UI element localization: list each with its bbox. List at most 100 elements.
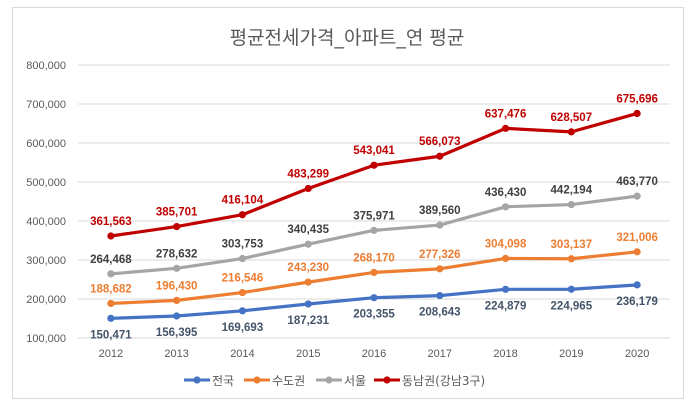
x-tick-label: 2014 xyxy=(230,348,254,360)
data-point xyxy=(238,288,247,297)
data-label: 278,632 xyxy=(156,248,198,260)
data-label: 566,073 xyxy=(419,136,461,148)
data-point xyxy=(107,270,115,278)
y-tick-label: 500,000 xyxy=(26,177,66,189)
data-label: 264,468 xyxy=(90,254,132,266)
y-tick-label: 100,000 xyxy=(26,333,66,345)
y-tick-label: 400,000 xyxy=(26,216,66,228)
data-label: 361,563 xyxy=(90,216,132,228)
data-point xyxy=(370,226,378,234)
data-label: 483,299 xyxy=(287,169,329,181)
legend-marker-icon xyxy=(325,376,333,384)
data-label: 303,137 xyxy=(551,239,593,251)
data-point xyxy=(238,211,247,219)
legend-item: 동남권(강남3구) xyxy=(374,374,485,388)
data-label: 389,560 xyxy=(419,205,461,217)
data-label: 150,471 xyxy=(90,329,132,341)
data-point xyxy=(304,300,312,308)
x-tick-label: 2012 xyxy=(99,348,123,360)
y-tick-label: 300,000 xyxy=(26,255,66,267)
data-label: 675,696 xyxy=(616,93,658,105)
data-label: 375,971 xyxy=(353,210,395,222)
data-label: 628,507 xyxy=(551,112,593,124)
legend-label: 수도권 xyxy=(272,374,305,388)
data-point xyxy=(436,152,444,160)
x-tick-label: 2015 xyxy=(296,348,320,360)
data-point xyxy=(633,281,641,289)
x-tick-label: 2020 xyxy=(625,348,649,360)
data-label: 637,476 xyxy=(485,108,527,120)
data-label: 188,682 xyxy=(90,283,132,295)
data-label: 236,179 xyxy=(616,296,658,308)
data-point xyxy=(436,292,444,300)
data-point xyxy=(501,285,510,293)
legend: 전국 수도권 서울 동남권(강남3구) xyxy=(184,374,485,388)
data-point xyxy=(436,265,444,273)
data-point xyxy=(107,232,115,240)
y-tick-label: 800,000 xyxy=(26,60,66,72)
legend-item: 전국 xyxy=(184,374,234,388)
data-label: 187,231 xyxy=(287,315,329,327)
data-labels: 150,471 156,395 169,693 187,231 203,355 208,6… xyxy=(90,93,658,341)
data-point xyxy=(238,254,247,263)
data-point xyxy=(107,299,115,308)
data-label: 268,170 xyxy=(353,252,395,264)
data-point xyxy=(304,278,312,286)
legend-marker-icon xyxy=(253,376,261,384)
data-point xyxy=(370,268,378,277)
data-point xyxy=(633,192,641,200)
data-point xyxy=(501,203,510,211)
data-label: 385,701 xyxy=(156,207,198,219)
data-point xyxy=(567,285,575,293)
data-point xyxy=(370,161,378,169)
data-label: 543,041 xyxy=(353,145,395,157)
data-point xyxy=(633,109,641,118)
y-tick-label: 200,000 xyxy=(26,294,66,306)
data-point xyxy=(501,254,510,263)
legend-marker-icon xyxy=(383,376,391,384)
chart-title: 평균전세가격_아파트_연 평균 xyxy=(230,27,465,49)
data-label: 243,230 xyxy=(287,262,329,274)
data-label: 442,194 xyxy=(551,185,593,197)
data-point xyxy=(173,312,181,320)
x-tick-label: 2016 xyxy=(362,348,386,360)
data-point xyxy=(567,200,575,209)
legend-label: 서울 xyxy=(344,374,366,388)
data-label: 321,006 xyxy=(616,232,658,244)
data-label: 303,753 xyxy=(222,239,264,251)
data-point xyxy=(173,222,181,231)
y-tick-label: 600,000 xyxy=(26,138,66,150)
legend-marker-icon xyxy=(193,376,201,384)
data-label: 156,395 xyxy=(156,327,198,339)
y-axis: 100,000 200,000 300,000 400,000 500,000 600,0… xyxy=(26,60,66,345)
data-point xyxy=(370,294,378,302)
data-label: 208,643 xyxy=(419,307,461,319)
data-label: 224,879 xyxy=(485,300,527,312)
legend-item: 서울 xyxy=(316,374,366,388)
x-tick-label: 2017 xyxy=(428,348,452,360)
legend-item: 수도권 xyxy=(244,374,305,388)
data-point xyxy=(436,221,444,229)
data-point xyxy=(304,184,312,193)
data-label: 196,430 xyxy=(156,280,198,292)
data-label: 463,770 xyxy=(616,176,658,188)
y-tick-label: 700,000 xyxy=(26,99,66,111)
data-label: 340,435 xyxy=(287,224,329,236)
data-point xyxy=(633,248,641,256)
legend-label: 동남권(강남3구) xyxy=(402,374,485,388)
data-point xyxy=(501,124,510,132)
data-label: 216,546 xyxy=(222,273,264,285)
x-tick-label: 2018 xyxy=(493,348,517,360)
data-label: 224,965 xyxy=(551,300,593,312)
data-label: 277,326 xyxy=(419,249,461,261)
data-label: 169,693 xyxy=(222,322,264,334)
data-point xyxy=(567,128,575,136)
series-group xyxy=(107,109,641,322)
x-axis: 2012 2013 2014 2015 2016 2017 2018 2019 2020 xyxy=(99,348,650,360)
data-label: 203,355 xyxy=(353,309,395,321)
data-point xyxy=(304,240,312,248)
x-tick-label: 2019 xyxy=(559,348,583,360)
data-label: 416,104 xyxy=(222,195,264,207)
x-tick-label: 2013 xyxy=(164,348,188,360)
